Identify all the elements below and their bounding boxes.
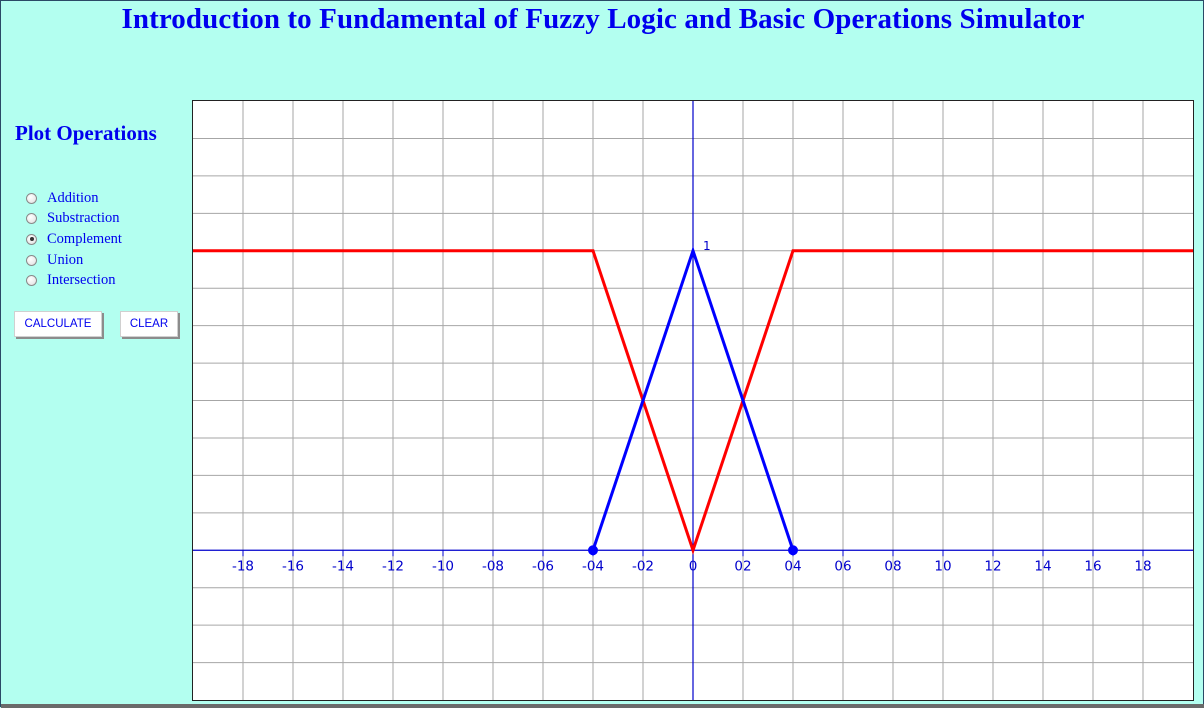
option-label: Addition xyxy=(47,189,99,206)
option-label: Substraction xyxy=(47,210,120,227)
radio-complement[interactable] xyxy=(26,233,37,245)
option-label: Intersection xyxy=(47,272,116,289)
x-tick-label: 12 xyxy=(984,558,1001,574)
x-tick-label: 14 xyxy=(1034,558,1051,574)
clear-button[interactable]: CLEAR xyxy=(120,311,178,337)
x-tick-label: -12 xyxy=(382,558,404,574)
option-label: Complement xyxy=(47,230,122,247)
tick-labels: -18 -16 -14 -12 -10 -08 -06 -04 -02 0 02 04 06 08 10 12… xyxy=(232,239,1152,575)
option-substraction[interactable]: Substraction xyxy=(26,209,122,230)
x-tick-label: 06 xyxy=(834,558,851,574)
option-addition[interactable]: Addition xyxy=(26,188,122,209)
series xyxy=(193,246,1193,556)
x-tick-label: -10 xyxy=(432,558,454,574)
x-tick-label: -06 xyxy=(532,558,554,574)
radio-substraction[interactable] xyxy=(26,213,37,225)
x-tick-label: -02 xyxy=(632,558,654,574)
x-tick-label: 04 xyxy=(784,558,801,574)
fuzzy-plot-chart: -18 -16 -14 -12 -10 -08 -06 -04 -02 0 02 04 06 08 10 12… xyxy=(193,101,1193,700)
x-tick-label: 10 xyxy=(934,558,951,574)
radio-addition[interactable] xyxy=(26,192,37,204)
x-tick-label: 18 xyxy=(1134,558,1151,574)
option-label: Union xyxy=(47,251,84,268)
status-strip xyxy=(1,704,1204,708)
x-tick-label: -08 xyxy=(482,558,504,574)
x-tick-label: 02 xyxy=(734,558,751,574)
x-tick-label: 0 xyxy=(689,558,698,574)
blue-membership-line xyxy=(591,246,795,551)
page-title: Introduction to Fundamental of Fuzzy Log… xyxy=(121,3,1085,35)
x-tick-label: 08 xyxy=(884,558,901,574)
y-tick-label: 1 xyxy=(703,239,711,253)
option-complement[interactable]: Complement xyxy=(26,229,122,250)
plot-area[interactable]: -18 -16 -14 -12 -10 -08 -06 -04 -02 0 02 04 06 08 10 12… xyxy=(192,100,1194,701)
x-tick-label: -18 xyxy=(232,558,254,574)
calculate-button[interactable]: CALCULATE xyxy=(14,311,102,337)
endpoint-marker xyxy=(788,545,798,556)
x-tick-label: -16 xyxy=(282,558,304,574)
red-complement-line xyxy=(193,249,1193,555)
endpoint-marker xyxy=(588,545,598,556)
panel-heading: Plot Operations xyxy=(15,121,157,145)
option-union[interactable]: Union xyxy=(26,250,122,271)
radio-intersection[interactable] xyxy=(26,275,37,287)
operations-radio-group: Addition Substraction Complement Union I… xyxy=(26,188,122,291)
option-intersection[interactable]: Intersection xyxy=(26,270,122,291)
x-tick-label: -14 xyxy=(332,558,354,574)
x-tick-label: 16 xyxy=(1084,558,1101,574)
radio-union[interactable] xyxy=(26,254,37,266)
x-tick-label: -04 xyxy=(582,558,604,574)
